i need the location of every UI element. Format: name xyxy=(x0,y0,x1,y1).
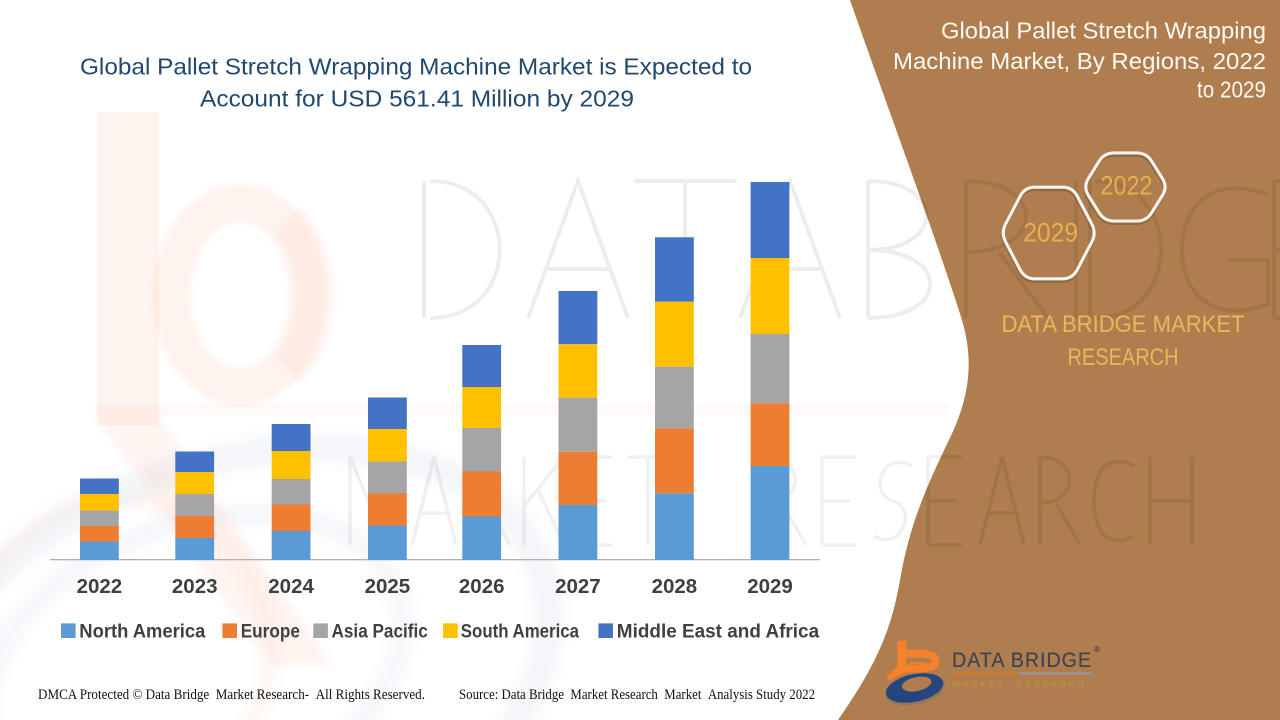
svg-text:DATA BRIDGE: DATA BRIDGE xyxy=(952,649,1092,672)
svg-text:2024: 2024 xyxy=(268,575,314,598)
svg-text:2023: 2023 xyxy=(172,575,218,598)
svg-text:Europe: Europe xyxy=(241,621,300,643)
svg-text:2027: 2027 xyxy=(555,575,601,598)
svg-text:2029: 2029 xyxy=(1023,218,1078,248)
svg-text:RESEARCH: RESEARCH xyxy=(1068,344,1179,371)
svg-text:MARKET RESEARCH: MARKET RESEARCH xyxy=(953,680,1087,689)
svg-text:DMCA Protected © Data Bridge: DMCA Protected © Data Bridge Market Rese… xyxy=(38,687,425,703)
svg-text:2028: 2028 xyxy=(652,575,698,598)
svg-text:2026: 2026 xyxy=(459,575,505,598)
svg-text:®: ® xyxy=(1094,645,1100,654)
svg-text:Machine Market, By Regions, 20: Machine Market, By Regions, 2022 xyxy=(893,48,1266,74)
svg-text:Global Pallet Stretch Wrapping: Global Pallet Stretch Wrapping xyxy=(941,18,1266,44)
svg-text:®: ® xyxy=(1094,645,1100,654)
svg-text:DATA BRIDGE: DATA BRIDGE xyxy=(952,649,1092,672)
svg-text:2029: 2029 xyxy=(747,575,793,598)
svg-text:2025: 2025 xyxy=(365,575,411,598)
svg-text:Account for USD 561.41 Million: Account for USD 561.41 Million by 2029 xyxy=(200,86,634,112)
svg-text:2022: 2022 xyxy=(1101,171,1153,201)
svg-text:Middle East and Africa: Middle East and Africa xyxy=(617,621,819,643)
svg-text:North America: North America xyxy=(79,621,205,643)
svg-text:MARKET RESEARCH: MARKET RESEARCH xyxy=(953,680,1087,689)
svg-text:2022: 2022 xyxy=(77,575,123,598)
svg-text:DATA BRIDGE MARKET: DATA BRIDGE MARKET xyxy=(1002,311,1245,338)
svg-text:Global Pallet Stretch Wrapping: Global Pallet Stretch Wrapping Machine M… xyxy=(80,54,752,80)
svg-text:Asia Pacific: Asia Pacific xyxy=(332,621,428,643)
svg-text:South America: South America xyxy=(461,621,579,643)
svg-text:Source: Data Bridge Market Re: Source: Data Bridge Market Research Mark… xyxy=(459,687,815,703)
svg-text:to 2029: to 2029 xyxy=(1197,77,1266,103)
